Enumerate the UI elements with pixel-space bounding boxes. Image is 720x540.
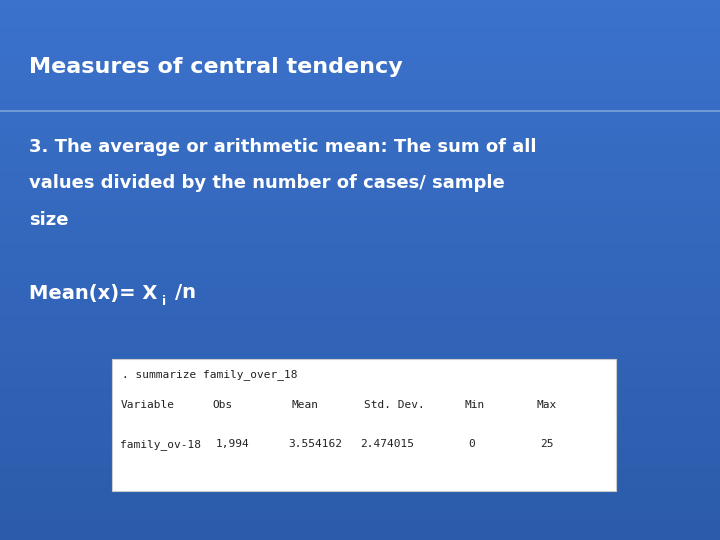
Bar xyxy=(0,198,720,207)
Bar xyxy=(0,459,720,468)
Bar xyxy=(0,252,720,261)
Bar xyxy=(0,189,720,198)
Text: 3. The average or arithmetic mean: The sum of all: 3. The average or arithmetic mean: The s… xyxy=(29,138,536,156)
Text: Measures of central tendency: Measures of central tendency xyxy=(29,57,402,77)
Text: /n: /n xyxy=(175,284,196,302)
Bar xyxy=(0,162,720,171)
Bar xyxy=(0,234,720,243)
Text: family_ov-18: family_ov-18 xyxy=(120,439,202,450)
Text: Std. Dev.: Std. Dev. xyxy=(364,400,424,410)
Bar xyxy=(0,126,720,135)
Bar xyxy=(0,369,720,378)
Bar xyxy=(0,90,720,99)
Bar xyxy=(0,63,720,72)
Bar xyxy=(0,315,720,324)
Text: 3.554162: 3.554162 xyxy=(288,439,342,449)
Bar xyxy=(0,18,720,27)
Text: . summarize family_over_18: . summarize family_over_18 xyxy=(122,369,298,380)
Bar xyxy=(0,261,720,270)
Bar xyxy=(0,342,720,351)
Bar xyxy=(0,324,720,333)
Bar xyxy=(0,333,720,342)
Bar xyxy=(0,450,720,459)
Text: 0: 0 xyxy=(468,439,474,449)
Bar xyxy=(0,117,720,126)
Text: Variable: Variable xyxy=(120,400,174,410)
Bar xyxy=(0,270,720,279)
Bar xyxy=(0,225,720,234)
Text: Min: Min xyxy=(464,400,485,410)
Text: values divided by the number of cases/ sample: values divided by the number of cases/ s… xyxy=(29,174,505,192)
Bar xyxy=(0,135,720,144)
Bar xyxy=(0,279,720,288)
Bar xyxy=(0,378,720,387)
FancyBboxPatch shape xyxy=(112,359,616,491)
Bar xyxy=(0,216,720,225)
Bar xyxy=(0,27,720,36)
Bar xyxy=(0,144,720,153)
Bar xyxy=(0,432,720,441)
Text: size: size xyxy=(29,211,68,229)
Bar xyxy=(0,396,720,405)
Bar xyxy=(0,423,720,432)
Bar xyxy=(0,297,720,306)
Bar xyxy=(0,9,720,18)
Bar xyxy=(0,522,720,531)
Bar xyxy=(0,99,720,108)
Bar xyxy=(0,531,720,540)
Bar xyxy=(0,468,720,477)
Bar xyxy=(0,414,720,423)
Bar xyxy=(0,153,720,162)
Bar xyxy=(0,486,720,495)
Bar xyxy=(0,0,720,9)
Text: Mean(x)= X: Mean(x)= X xyxy=(29,284,157,302)
Text: 2.474015: 2.474015 xyxy=(360,439,414,449)
Bar xyxy=(0,54,720,63)
Bar xyxy=(0,288,720,297)
Bar xyxy=(0,387,720,396)
Text: 25: 25 xyxy=(540,439,554,449)
Bar xyxy=(0,495,720,504)
Text: Mean: Mean xyxy=(292,400,319,410)
Text: i: i xyxy=(162,295,166,308)
Bar xyxy=(0,108,720,117)
Bar xyxy=(0,36,720,45)
Bar xyxy=(0,72,720,81)
Bar xyxy=(0,513,720,522)
Bar xyxy=(0,207,720,216)
Bar xyxy=(0,306,720,315)
Text: Max: Max xyxy=(536,400,557,410)
Bar xyxy=(0,405,720,414)
Bar xyxy=(0,477,720,486)
Bar xyxy=(0,504,720,513)
Text: Obs: Obs xyxy=(212,400,233,410)
Bar xyxy=(0,360,720,369)
Bar xyxy=(0,441,720,450)
Bar xyxy=(0,81,720,90)
Text: 1,994: 1,994 xyxy=(216,439,250,449)
Bar xyxy=(0,351,720,360)
Bar xyxy=(0,243,720,252)
Bar xyxy=(0,45,720,54)
Bar xyxy=(0,171,720,180)
Bar xyxy=(0,180,720,189)
